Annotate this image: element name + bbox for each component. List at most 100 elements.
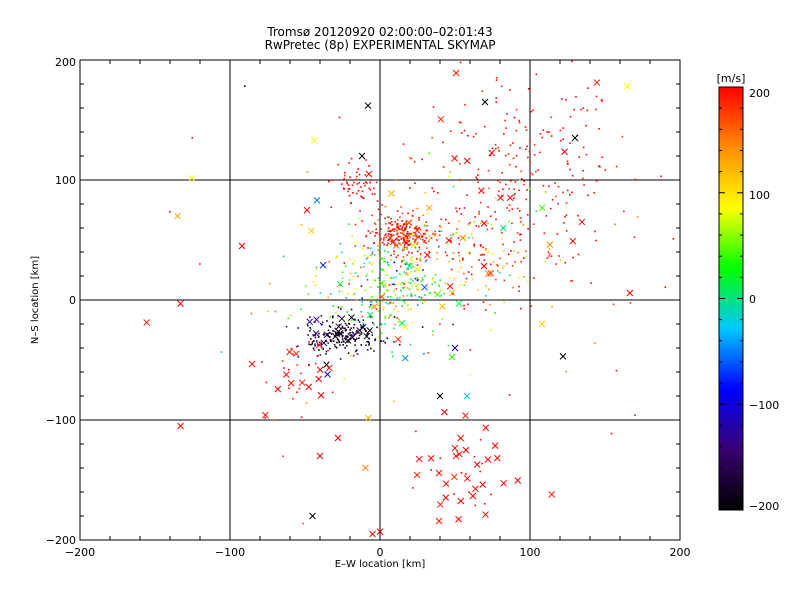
- data-point-dot: [400, 282, 403, 284]
- data-point-dot: [376, 301, 378, 303]
- data-point-dot: [406, 237, 408, 240]
- data-point-dot: [453, 493, 456, 495]
- data-point-dot: [623, 210, 625, 213]
- data-point-dot: [520, 260, 523, 263]
- data-point-dot: [443, 292, 445, 295]
- data-point-dot: [439, 323, 441, 326]
- data-point-dot: [318, 332, 320, 335]
- data-point-dot: [566, 189, 569, 192]
- data-point-dot: [430, 469, 432, 471]
- data-point-dot: [507, 253, 510, 256]
- colorbar-ticks: [719, 86, 743, 511]
- data-point-dot: [463, 207, 466, 209]
- data-point-dot: [371, 300, 373, 302]
- data-point-dot: [410, 157, 413, 160]
- data-point-dot: [348, 162, 350, 164]
- data-point-dot: [491, 227, 494, 230]
- colorbar-tick-labels: −200 −100 0 100 200: [749, 87, 779, 513]
- data-point-dot: [479, 438, 482, 441]
- data-point-dot: [422, 214, 425, 217]
- data-point-dot: [402, 242, 404, 244]
- data-point-dot: [399, 236, 401, 238]
- y-tick-label: 100: [55, 174, 76, 187]
- data-point-dot: [434, 230, 436, 233]
- data-point-dot: [594, 342, 596, 345]
- colorbar-tick-label: −200: [749, 500, 779, 513]
- data-point-dot: [512, 157, 515, 160]
- data-point-dot: [410, 270, 413, 273]
- data-point-dot: [356, 175, 358, 178]
- data-point-dot: [421, 236, 423, 238]
- data-point-cross: [626, 289, 634, 297]
- data-point-dot: [292, 397, 294, 400]
- data-point-dot: [474, 216, 476, 218]
- data-point-dot: [518, 121, 521, 124]
- data-point-dot: [364, 174, 367, 176]
- data-point-dot: [366, 333, 368, 336]
- x-tick-label: 0: [377, 546, 384, 559]
- data-point-dot: [386, 244, 389, 247]
- data-point-cross: [335, 323, 343, 330]
- data-point-dot: [550, 255, 553, 257]
- data-point-dot: [610, 432, 613, 435]
- data-point-dot: [424, 260, 427, 263]
- data-point-dot: [337, 163, 340, 166]
- data-point-dot: [508, 163, 511, 166]
- data-point-dot: [494, 312, 497, 314]
- data-point-dot: [412, 210, 414, 212]
- data-point-dot: [401, 227, 403, 230]
- data-point-dot: [321, 321, 324, 324]
- data-point-dot: [377, 245, 379, 247]
- data-point-dot: [390, 235, 392, 238]
- data-point-dot: [423, 239, 426, 242]
- data-point-dot: [411, 260, 413, 262]
- data-point-dot: [317, 355, 319, 358]
- data-point-dot: [394, 228, 396, 230]
- data-point-dot: [387, 216, 389, 218]
- data-point-dot: [448, 260, 450, 263]
- data-point-cross: [493, 454, 501, 462]
- data-point-dot: [562, 127, 564, 129]
- data-point-dot: [402, 229, 405, 232]
- data-point-cross: [452, 69, 460, 77]
- data-point-dot: [355, 178, 357, 181]
- data-point-dot: [388, 284, 391, 286]
- data-point-dot: [297, 345, 299, 347]
- data-point-dot: [399, 243, 402, 246]
- data-point-cross: [441, 408, 448, 416]
- data-point-dot: [529, 140, 531, 143]
- x-tick-label: −100: [215, 546, 245, 559]
- data-point-dot: [380, 323, 383, 325]
- data-point-cross: [463, 392, 471, 400]
- data-point-dot: [369, 247, 372, 250]
- data-point-dot: [352, 326, 355, 329]
- data-point-dot: [634, 414, 636, 416]
- data-point-dot: [548, 131, 550, 133]
- data-point-dot: [577, 253, 580, 256]
- data-point-dot: [354, 272, 357, 274]
- data-point-dot: [418, 296, 421, 298]
- data-point-cross: [484, 270, 492, 278]
- data-point-dot: [398, 239, 401, 242]
- data-point-dot: [434, 233, 437, 236]
- data-point-dot: [470, 273, 473, 276]
- data-point-dot: [438, 230, 441, 233]
- data-point-dot: [523, 183, 525, 186]
- data-point-dot: [403, 300, 406, 303]
- data-point-dot: [399, 265, 402, 268]
- data-point-dot: [336, 255, 338, 258]
- data-point-dot: [506, 113, 508, 115]
- data-point-dot: [282, 255, 285, 258]
- data-point-dot: [339, 358, 342, 360]
- data-point-dot: [414, 282, 416, 285]
- data-point-dot: [419, 299, 421, 302]
- data-point-dot: [366, 340, 368, 343]
- data-point-dot: [441, 318, 443, 320]
- data-point-dot: [393, 253, 395, 255]
- data-point-dot: [585, 124, 587, 127]
- data-point-dot: [428, 250, 430, 253]
- data-point-dot: [519, 216, 522, 219]
- data-point-dot: [366, 349, 369, 351]
- data-point-dot: [410, 292, 412, 295]
- data-point-cross: [315, 375, 323, 383]
